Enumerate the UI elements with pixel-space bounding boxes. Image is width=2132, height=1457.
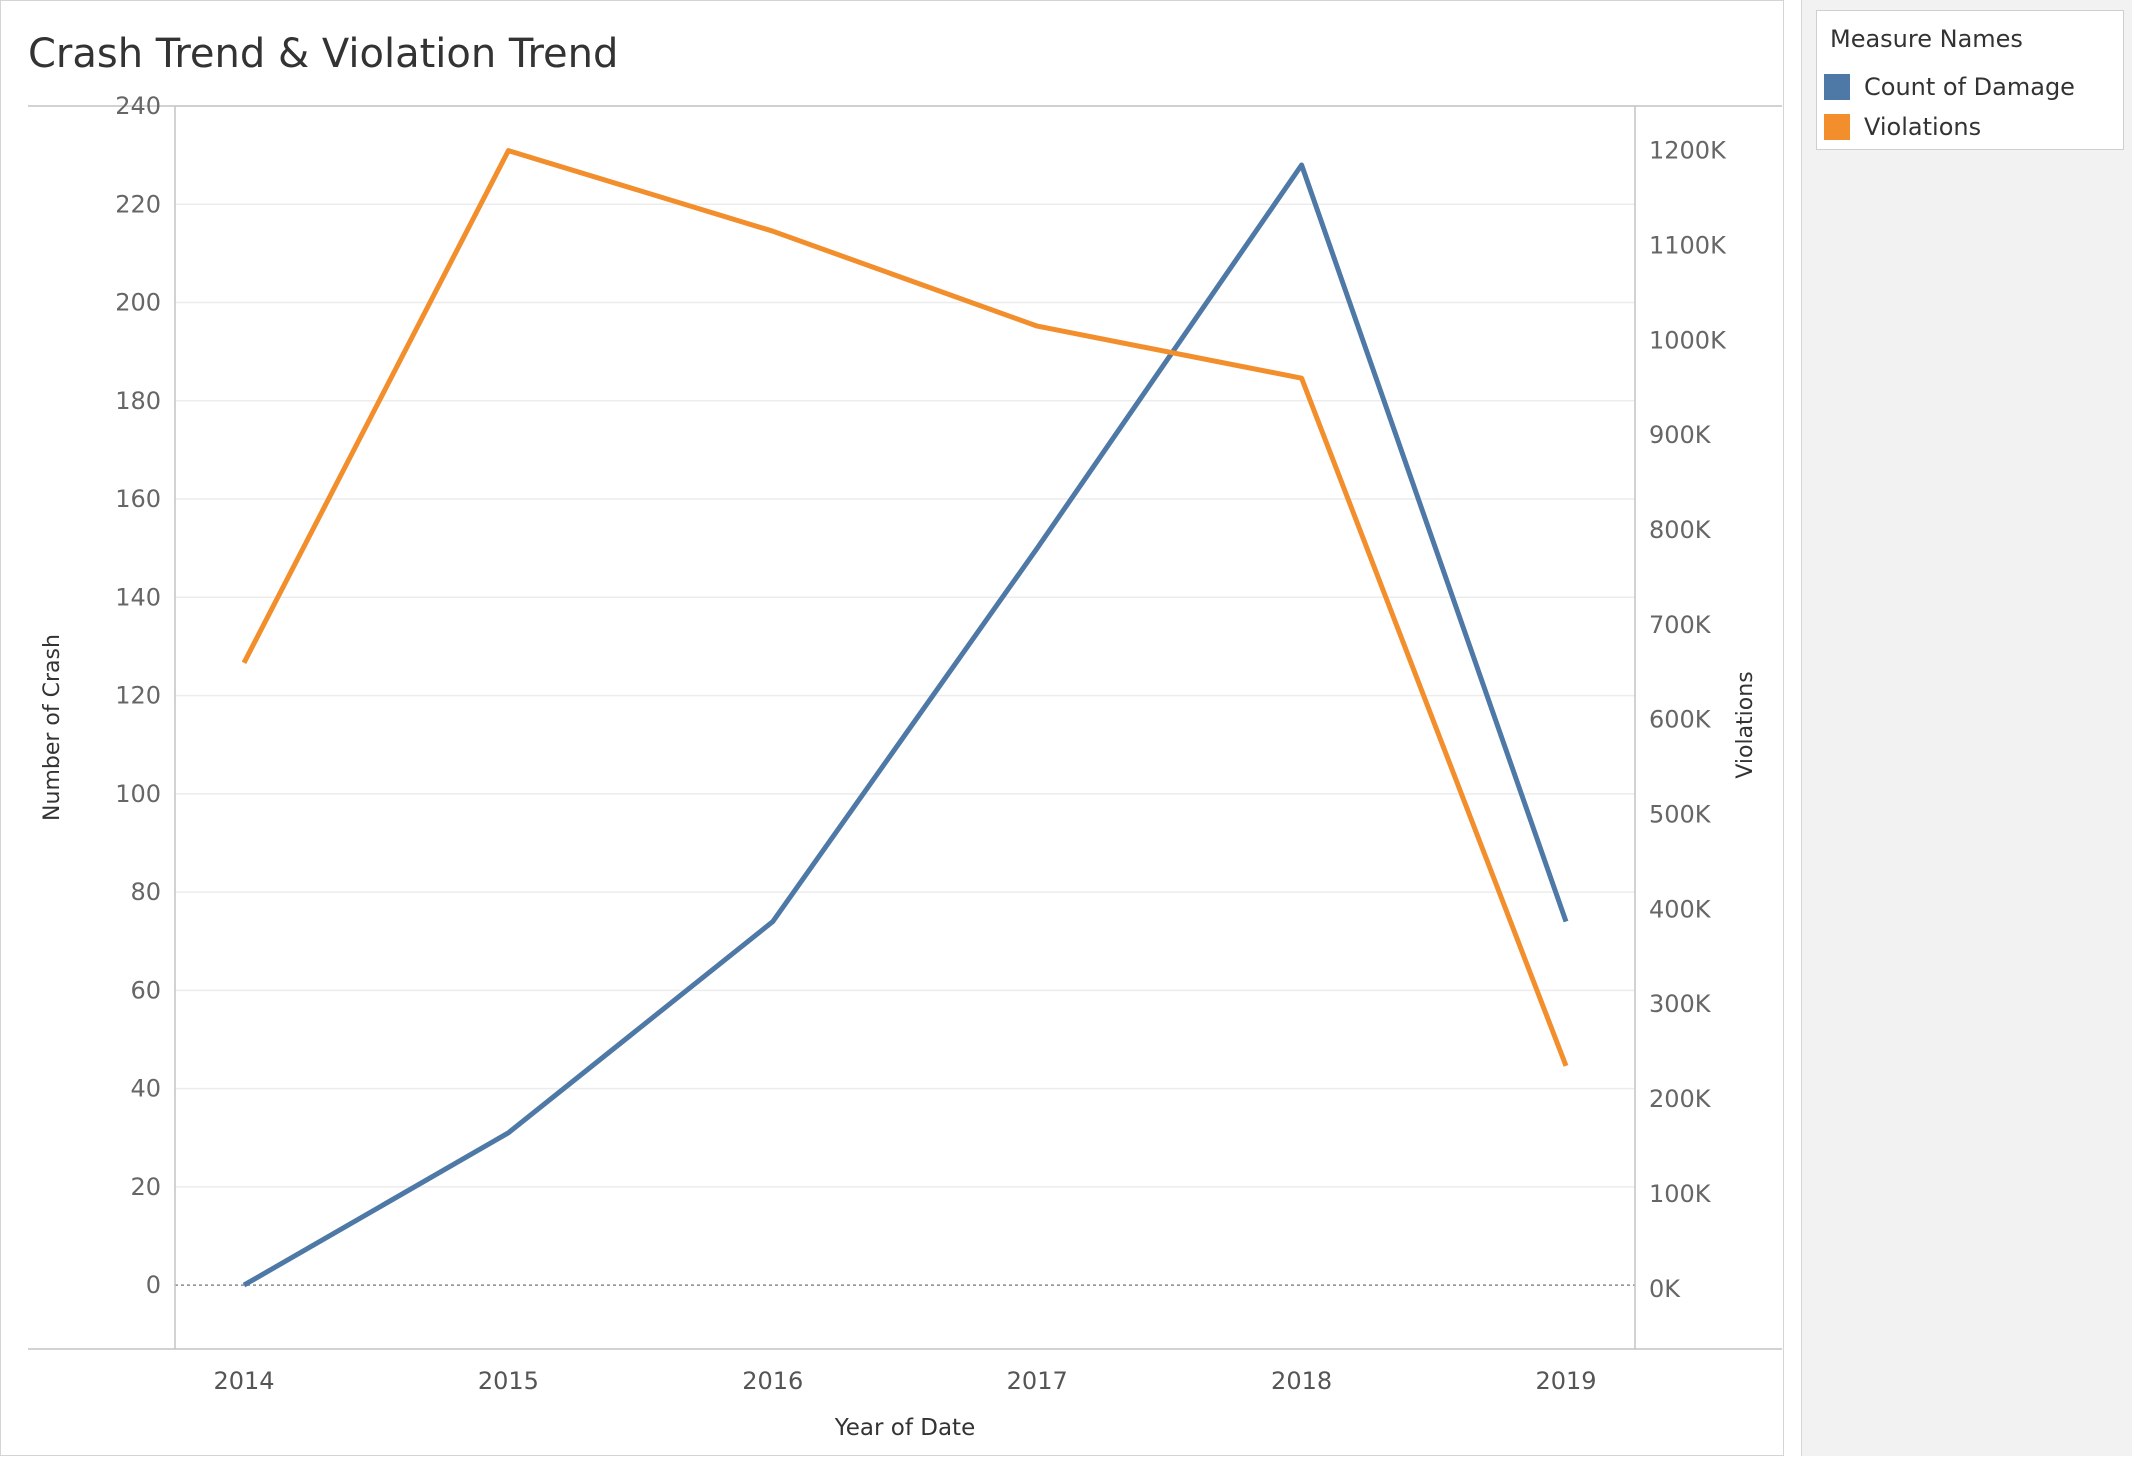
legend-item-violations[interactable]: Violations <box>1824 112 2114 144</box>
y2-tick-label: 800K <box>1649 516 1712 544</box>
y-tick-label: 40 <box>130 1075 161 1103</box>
y-tick-label: 140 <box>115 583 161 611</box>
x-tick-label: 2016 <box>742 1367 803 1395</box>
y2-tick-label: 400K <box>1649 895 1712 923</box>
series-lines[interactable] <box>241 148 1569 1289</box>
data-point-violations[interactable] <box>1563 1063 1569 1069</box>
x-axis: 2014 2015 2016 2017 2018 2019 <box>213 1367 1596 1395</box>
x-tick-label: 2017 <box>1007 1367 1068 1395</box>
y2-axis-title: Violations <box>1733 671 1758 778</box>
x-axis-title: Year of Date <box>834 1415 975 1441</box>
y2-tick-label: 0K <box>1649 1275 1681 1303</box>
chart-title: Crash Trend & Violation Trend <box>28 31 619 77</box>
y-tick-label: 120 <box>115 682 161 710</box>
left-axis: 0 20 40 60 80 100 120 140 160 180 200 220 240 <box>115 92 161 1299</box>
right-axis: 0K 100K 200K 300K 400K 500K 600K 700K 800K 900K 10… <box>1649 137 1727 1303</box>
legend[interactable]: Measure Names Count of Damage Violations <box>1816 10 2124 150</box>
y-tick-label: 0 <box>146 1271 161 1299</box>
y-tick-label: 160 <box>115 485 161 513</box>
y-tick-label: 60 <box>130 976 161 1004</box>
y2-tick-label: 1000K <box>1649 326 1727 354</box>
y-tick-label: 220 <box>115 190 161 218</box>
data-point-count-of-damage[interactable] <box>770 919 776 925</box>
data-point-count-of-damage[interactable] <box>1563 919 1569 925</box>
y2-tick-label: 700K <box>1649 611 1712 639</box>
data-point-count-of-damage[interactable] <box>1299 162 1305 168</box>
y2-tick-label: 500K <box>1649 801 1712 829</box>
data-point-violations[interactable] <box>1034 323 1040 329</box>
y-tick-label: 240 <box>115 92 161 120</box>
plot-frame <box>28 105 1782 1350</box>
legend-swatch-count-of-damage <box>1824 74 1850 100</box>
y-tick-label: 80 <box>130 878 161 906</box>
legend-swatch-violations <box>1824 114 1850 140</box>
data-point-violations[interactable] <box>1299 375 1305 381</box>
x-tick-label: 2019 <box>1535 1367 1596 1395</box>
data-point-violations[interactable] <box>770 228 776 234</box>
y2-tick-label: 600K <box>1649 706 1712 734</box>
data-point-violations[interactable] <box>241 660 247 666</box>
data-point-count-of-damage[interactable] <box>1034 545 1040 551</box>
y-tick-label: 180 <box>115 387 161 415</box>
data-point-violations[interactable] <box>505 148 511 154</box>
viz-panel: Crash Trend & Violation Trend 0 20 40 60 80 1… <box>0 0 1784 1456</box>
side-panel: Measure Names Count of Damage Violations <box>1801 0 2132 1456</box>
legend-label-count-of-damage: Count of Damage <box>1864 73 2075 101</box>
x-tick-label: 2014 <box>213 1367 274 1395</box>
y-axis-title: Number of Crash <box>40 634 65 821</box>
line-chart: 0 20 40 60 80 100 120 140 160 180 200 220 240 0K 100K… <box>28 92 1782 1441</box>
data-point-count-of-damage[interactable] <box>505 1130 511 1136</box>
y2-tick-label: 900K <box>1649 421 1712 449</box>
series-line-violations[interactable] <box>241 148 1569 1067</box>
y2-tick-label: 1200K <box>1649 137 1727 165</box>
y-tick-label: 100 <box>115 780 161 808</box>
y2-tick-label: 1100K <box>1649 231 1727 259</box>
y-tick-label: 20 <box>130 1173 161 1201</box>
legend-label-violations: Violations <box>1864 113 1982 141</box>
y2-tick-label: 200K <box>1649 1085 1712 1113</box>
y2-tick-label: 100K <box>1649 1180 1712 1208</box>
gridlines <box>175 105 1635 1286</box>
data-point-count-of-damage[interactable] <box>241 1282 247 1288</box>
series-line-count-of-damage[interactable] <box>242 162 1569 1288</box>
y-tick-label: 200 <box>115 289 161 317</box>
x-tick-label: 2018 <box>1271 1367 1332 1395</box>
y2-tick-label: 300K <box>1649 990 1712 1018</box>
legend-title: Measure Names <box>1830 25 2023 53</box>
legend-item-count-of-damage[interactable]: Count of Damage <box>1824 72 2114 104</box>
x-tick-label: 2015 <box>478 1367 539 1395</box>
